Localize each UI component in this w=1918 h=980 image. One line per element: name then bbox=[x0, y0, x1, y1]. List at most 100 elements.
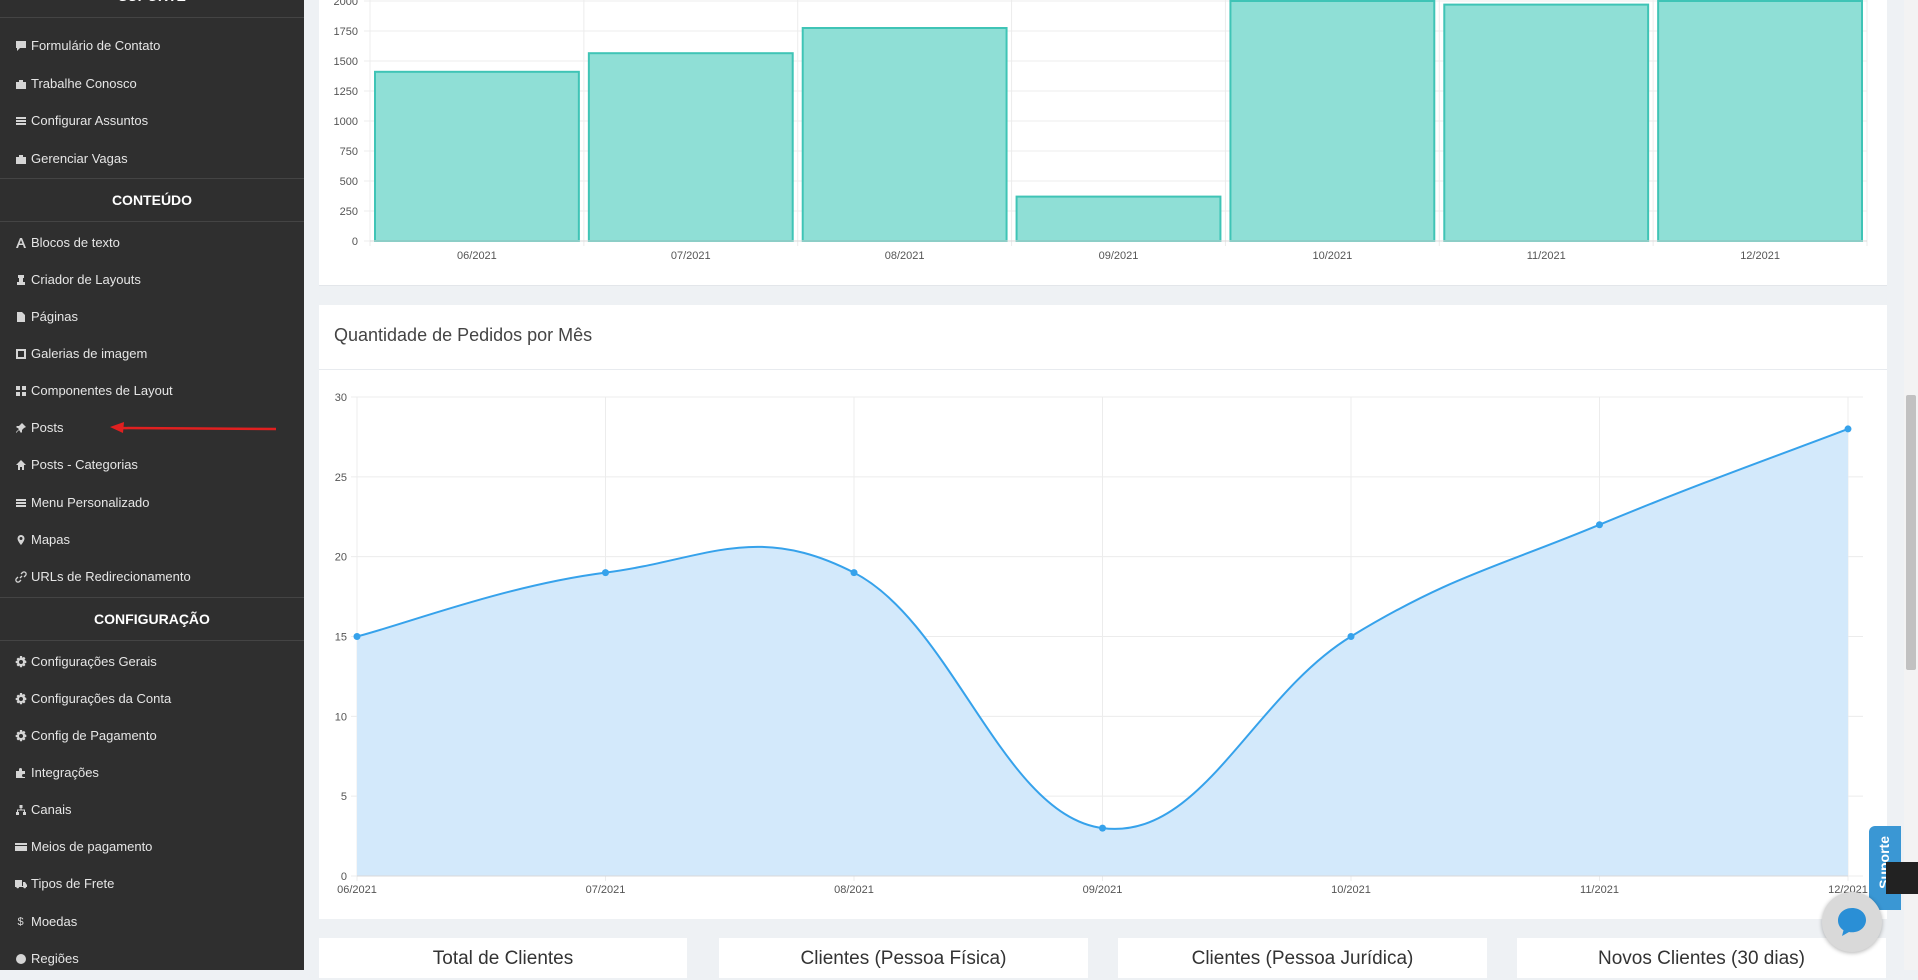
area-fill bbox=[357, 428, 1848, 876]
sidebar-item-componentes-layout[interactable]: Componentes de Layout bbox=[0, 372, 304, 409]
x-tick-label: 06/2021 bbox=[337, 884, 377, 896]
briefcase-icon bbox=[14, 77, 27, 90]
sidebar-item-label: Gerenciar Vagas bbox=[31, 151, 128, 166]
sidebar-item-trabalhe-conosco[interactable]: Trabalhe Conosco bbox=[0, 65, 304, 102]
sidebar-item-config-pagamento[interactable]: Config de Pagamento bbox=[0, 717, 304, 754]
y-tick-label: 10 bbox=[335, 711, 347, 723]
sidebar-item-posts[interactable]: Posts bbox=[0, 409, 304, 446]
sidebar-item-moedas[interactable]: $ Moedas bbox=[0, 903, 304, 940]
sidebar-item-label: Canais bbox=[31, 802, 72, 817]
home-icon bbox=[14, 458, 27, 471]
y-tick-label: 1750 bbox=[334, 26, 358, 38]
file-icon bbox=[14, 310, 27, 323]
comment-icon bbox=[14, 39, 27, 52]
sidebar-item-formulario-contato[interactable]: Formulário de Contato bbox=[0, 27, 304, 64]
bar-chart: 0 250 500 750 1000 1250 1500 1750 2000 06/2021 07/… bbox=[334, 0, 1868, 262]
sidebar-item-label: Tipos de Frete bbox=[31, 876, 115, 891]
list-icon bbox=[14, 496, 27, 509]
card-divider bbox=[319, 369, 1887, 370]
section-header-conteudo: CONTEÚDO bbox=[0, 178, 304, 222]
y-tick-label: 30 bbox=[335, 392, 347, 404]
cog-icon bbox=[14, 655, 27, 668]
section-header-suporte: SUPORTE bbox=[0, 0, 304, 18]
sidebar-item-label: Configurações da Conta bbox=[31, 691, 172, 706]
sidebar-item-label: Menu Personalizado bbox=[31, 495, 150, 510]
y-tick-label: 1500 bbox=[334, 56, 358, 68]
y-tick-label: 0 bbox=[352, 236, 358, 248]
sidebar-item-label: Configurar Assuntos bbox=[31, 113, 149, 128]
sidebar-item-label: Meios de pagamento bbox=[31, 839, 153, 854]
y-tick-label: 5 bbox=[341, 791, 347, 803]
list-icon bbox=[14, 114, 27, 127]
sidebar-item-posts-categorias[interactable]: Posts - Categorias bbox=[0, 446, 304, 483]
sidebar-item-configurar-assuntos[interactable]: Configurar Assuntos bbox=[0, 102, 304, 139]
data-point bbox=[1099, 824, 1106, 832]
y-tick-label: 15 bbox=[335, 632, 347, 644]
font-icon bbox=[14, 236, 27, 249]
sitemap-icon bbox=[14, 803, 27, 816]
briefcase-icon bbox=[14, 152, 27, 165]
th-icon bbox=[14, 384, 27, 397]
cog-icon bbox=[14, 729, 27, 742]
data-point bbox=[1596, 521, 1603, 529]
bar bbox=[1015, 195, 1222, 243]
sidebar-item-canais[interactable]: Canais bbox=[0, 791, 304, 828]
link-icon bbox=[14, 570, 27, 583]
sidebar-item-galerias-imagem[interactable]: Galerias de imagem bbox=[0, 335, 304, 372]
sidebar-item-tipos-frete[interactable]: Tipos de Frete bbox=[0, 865, 304, 902]
sidebar-item-blocos-texto[interactable]: Blocos de texto bbox=[0, 224, 304, 261]
bar bbox=[1229, 0, 1436, 242]
x-tick-label: 08/2021 bbox=[834, 884, 874, 896]
bar bbox=[801, 27, 1008, 242]
sidebar-item-menu-personalizado[interactable]: Menu Personalizado bbox=[0, 484, 304, 521]
sidebar-item-label: Regiões bbox=[31, 951, 79, 966]
sidebar-item-label: Configurações Gerais bbox=[31, 654, 157, 669]
annotation-arrow bbox=[110, 422, 277, 433]
y-tick-label: 500 bbox=[340, 176, 358, 188]
x-tick-label: 08/2021 bbox=[885, 250, 925, 262]
sidebar-item-label: Mapas bbox=[31, 532, 71, 547]
sidebar-item-label: Posts bbox=[31, 420, 64, 435]
cog-icon bbox=[14, 692, 27, 705]
chat-button[interactable] bbox=[1822, 892, 1882, 952]
data-point bbox=[602, 569, 609, 577]
edge-widget[interactable] bbox=[1886, 862, 1918, 894]
x-tick-label: 10/2021 bbox=[1312, 250, 1352, 262]
sidebar-item-mapas[interactable]: Mapas bbox=[0, 521, 304, 558]
sidebar-item-label: Blocos de texto bbox=[31, 235, 120, 250]
y-tick-label: 2000 bbox=[334, 0, 358, 8]
pin-icon bbox=[14, 421, 27, 434]
section-header-configuracao: CONFIGURAÇÃO bbox=[0, 597, 304, 641]
y-tick-label: 1000 bbox=[334, 116, 358, 128]
sidebar-item-configuracoes-conta[interactable]: Configurações da Conta bbox=[0, 680, 304, 717]
sidebar-item-meios-pagamento[interactable]: Meios de pagamento bbox=[0, 828, 304, 865]
sidebar-item-criador-layouts[interactable]: Criador de Layouts bbox=[0, 261, 304, 298]
sidebar-item-paginas[interactable]: Páginas bbox=[0, 298, 304, 335]
y-tick-label: 25 bbox=[335, 472, 347, 484]
x-tick-label: 09/2021 bbox=[1083, 884, 1123, 896]
x-tick-label: 07/2021 bbox=[671, 250, 711, 262]
x-tick-label: 11/2021 bbox=[1527, 250, 1566, 262]
x-tick-label: 11/2021 bbox=[1580, 884, 1619, 896]
map-marker-icon bbox=[14, 533, 27, 546]
sidebar-item-integracoes[interactable]: Integrações bbox=[0, 754, 304, 791]
chat-bubble-icon bbox=[1838, 908, 1866, 936]
data-point bbox=[1347, 633, 1355, 640]
y-tick-label: 0 bbox=[341, 871, 347, 883]
credit-card-icon bbox=[14, 840, 27, 853]
sidebar-item-regioes[interactable]: Regiões bbox=[0, 940, 304, 970]
sidebar-item-label: Páginas bbox=[31, 309, 78, 324]
sidebar-item-label: Config de Pagamento bbox=[31, 728, 157, 743]
globe-icon bbox=[14, 952, 27, 965]
sidebar-item-gerenciar-vagas[interactable]: Gerenciar Vagas bbox=[0, 140, 304, 177]
sidebar-item-configuracoes-gerais[interactable]: Configurações Gerais bbox=[0, 643, 304, 680]
sidebar-item-label: Posts - Categorias bbox=[31, 457, 138, 472]
puzzle-icon bbox=[14, 766, 27, 779]
film-icon bbox=[14, 347, 27, 360]
stat-total-clientes: Total de Clientes bbox=[319, 938, 687, 978]
bar-chart-card: 0 250 500 750 1000 1250 1500 1750 2000 06/2021 07/… bbox=[319, 0, 1887, 286]
sidebar-item-urls-redirecionamento[interactable]: URLs de Redirecionamento bbox=[0, 558, 304, 595]
bar bbox=[374, 70, 580, 242]
scrollbar-thumb[interactable] bbox=[1906, 395, 1916, 670]
stat-pessoa-fisica: Clientes (Pessoa Física) bbox=[719, 938, 1088, 978]
